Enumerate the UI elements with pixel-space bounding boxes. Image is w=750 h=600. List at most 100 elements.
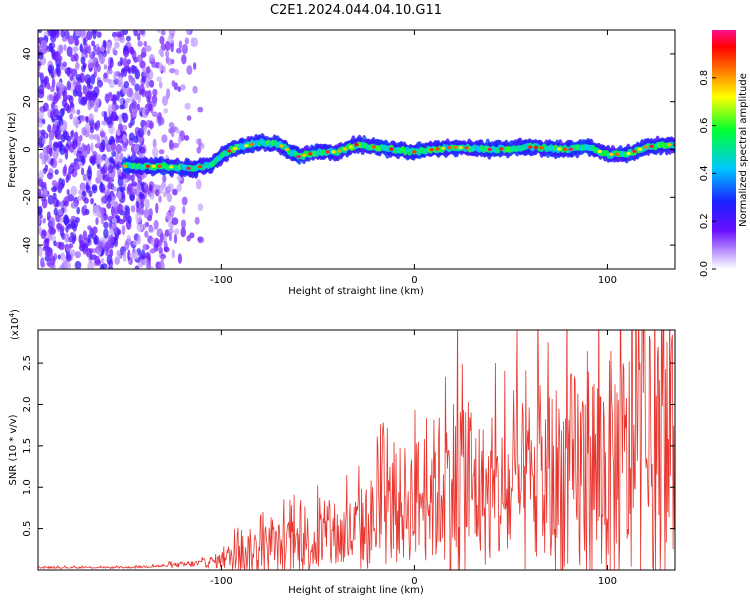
noise-blob	[68, 164, 75, 175]
noise-blob	[76, 136, 81, 147]
noise-blob	[155, 189, 160, 197]
noise-blob	[113, 236, 119, 248]
ridge-peak	[441, 146, 446, 150]
noise-blob	[155, 202, 159, 214]
noise-blob	[44, 77, 48, 88]
noise-blob	[106, 254, 113, 266]
noise-blob	[112, 222, 117, 232]
ridge-peak	[568, 147, 573, 151]
noise-blob	[106, 116, 113, 126]
noise-blob	[158, 48, 164, 56]
noise-blob	[149, 192, 155, 200]
noise-blob	[82, 38, 87, 46]
noise-blob	[93, 86, 100, 96]
spectrogram-x-axis-label: Height of straight line (km)	[288, 286, 424, 297]
noise-blob	[186, 115, 192, 121]
noise-blob	[141, 76, 147, 83]
noise-blob	[136, 54, 144, 63]
noise-blob	[152, 88, 158, 97]
noise-blob	[109, 156, 114, 164]
noise-blob	[130, 205, 136, 213]
noise-blob	[106, 195, 112, 203]
noise-blob	[137, 94, 141, 103]
noise-blob	[40, 194, 46, 203]
noise-blob	[178, 40, 183, 49]
noise-blob	[58, 158, 63, 164]
noise-blob	[163, 108, 169, 114]
noise-blob	[103, 111, 108, 121]
spectrogram-panel: -100 0 100 -40 -20 0 20 40 Height of straight …	[7, 29, 676, 297]
colorbar-tick-label: 0.2	[699, 213, 710, 229]
ridge-peak	[325, 150, 330, 154]
noise-blob	[173, 233, 178, 244]
x-tick-label: 0	[411, 576, 417, 587]
noise-blob	[54, 30, 60, 38]
noise-blob	[69, 113, 73, 120]
noise-blob	[87, 261, 94, 269]
noise-blob	[56, 90, 60, 102]
noise-blob	[148, 226, 155, 233]
noise-blob	[181, 196, 188, 206]
noise-blob	[96, 79, 104, 88]
ridge-peak	[412, 150, 417, 154]
noise-blob	[98, 53, 104, 62]
noise-blob	[74, 38, 80, 46]
noise-blob	[186, 30, 191, 36]
noise-blob	[40, 229, 47, 240]
colorbar-tick-label: 0.8	[699, 70, 710, 86]
noise-blob	[41, 137, 46, 145]
noise-blob	[158, 116, 165, 126]
noise-blob	[139, 146, 146, 154]
noise-blob	[91, 40, 96, 47]
noise-blob	[122, 112, 128, 124]
noise-blob	[131, 100, 138, 110]
noise-blob	[137, 234, 141, 245]
colorbar-ticks: 0.0 0.2 0.4 0.6 0.8	[699, 70, 716, 277]
ridge-peak	[626, 151, 631, 156]
noise-blob	[48, 130, 55, 141]
noise-blob	[55, 182, 63, 190]
noise-blob	[53, 91, 57, 102]
noise-blob	[51, 48, 56, 58]
noise-blob	[38, 170, 45, 180]
noise-blob	[167, 57, 172, 66]
noise-blob	[129, 252, 136, 259]
noise-blob	[195, 179, 202, 190]
snr-panel: -100 0 100 0.5 1.0 1.5 2.0 2.5 Height of strai…	[8, 309, 676, 596]
x-tick-label: -100	[210, 275, 233, 286]
snr-frame	[37, 329, 676, 571]
noise-blob	[132, 240, 138, 246]
noise-blob	[174, 228, 180, 235]
noise-blob	[40, 39, 48, 50]
noise-blob	[65, 174, 70, 184]
noise-blob	[186, 65, 193, 75]
ridge-peak	[429, 148, 434, 152]
noise-blob	[150, 121, 155, 129]
noise-blob	[182, 205, 186, 215]
noise-blob	[66, 66, 71, 78]
ridge-peak	[284, 147, 290, 152]
spectrogram-y-ticks: -40 -20 0 20 40	[22, 48, 675, 253]
noise-blob	[170, 126, 175, 138]
noise-blob	[103, 64, 108, 70]
noise-blob	[63, 200, 69, 207]
ridge-peak	[672, 143, 675, 147]
noise-blob	[66, 80, 71, 91]
noise-blob	[184, 102, 191, 110]
noise-blob	[41, 153, 45, 165]
snr-x-ticks: -100 0 100	[210, 330, 617, 587]
noise-blob	[40, 129, 46, 136]
noise-blob	[89, 155, 96, 164]
noise-blob	[169, 205, 176, 212]
noise-blob	[87, 234, 91, 244]
noise-blob	[74, 260, 82, 269]
noise-blob	[100, 257, 105, 264]
noise-blob	[156, 76, 162, 82]
noise-blob	[139, 254, 145, 261]
noise-blob	[65, 261, 72, 269]
noise-blob	[71, 236, 76, 245]
noise-blob	[61, 178, 66, 188]
y-tick-label: -40	[22, 237, 33, 253]
ridge-peak	[389, 147, 394, 151]
noise-blob	[88, 62, 95, 69]
